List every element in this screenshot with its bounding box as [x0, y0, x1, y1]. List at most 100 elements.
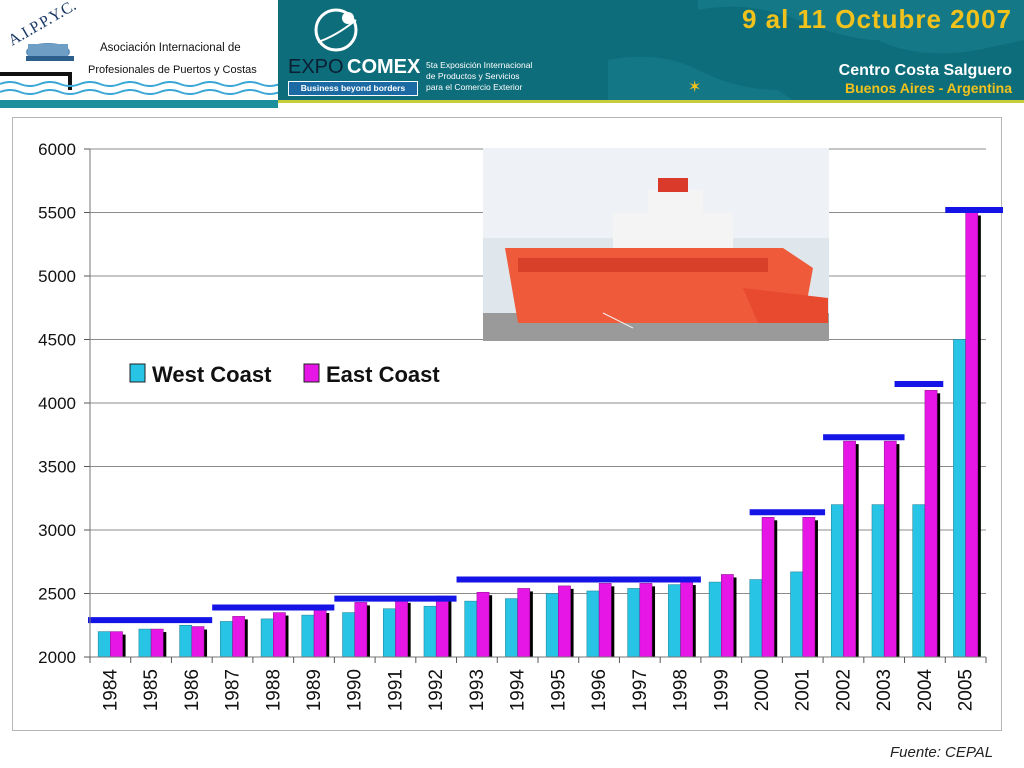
bar-west-coast-2003 [871, 504, 885, 658]
x-tick-label: 2000 [752, 669, 773, 711]
bar-west-coast-1990 [342, 612, 355, 658]
bar-east-coast-1997 [639, 583, 653, 658]
aippyc-logo-icon: A.I.P.P.Y.C. [0, 0, 281, 95]
legend-swatch-east [303, 363, 320, 383]
source-note: Fuente: CEPAL [890, 744, 994, 761]
bar-west-coast-2005 [953, 339, 966, 658]
legend-label-west: West Coast [152, 362, 272, 387]
bar-east-coast-1991 [395, 599, 408, 658]
x-tick-label: 1999 [711, 669, 732, 711]
bar-west-coast-1989 [301, 614, 315, 658]
bar-west-coast-1986 [179, 625, 193, 658]
bar-west-coast-1993 [464, 600, 478, 658]
x-tick-label: 1985 [141, 669, 162, 711]
x-tick-label: 1984 [100, 669, 121, 712]
x-tick-label: 1997 [630, 669, 651, 711]
bar-east-coast-1999 [721, 574, 734, 658]
aippyc-logo-text: A.I.P.P.Y.C. [6, 0, 80, 49]
aippyc-stripe [0, 100, 278, 108]
aippyc-name-line2: Profesionales de Puertos y Costas [88, 64, 257, 76]
header-banner: A.I.P.P.Y.C. Asociación Internacional de… [0, 0, 1024, 108]
bar-west-coast-1994 [505, 598, 518, 658]
ship-photo [483, 148, 829, 341]
y-tick-label: 3000 [38, 521, 76, 540]
bar-west-coast-1996 [586, 590, 600, 658]
bar-east-coast-1985 [150, 628, 164, 658]
bar-east-coast-1996 [598, 583, 612, 658]
aippyc-logo-panel: A.I.P.P.Y.C. Asociación Internacional de… [0, 0, 281, 104]
chart-legend: West Coast East Coast [129, 362, 440, 387]
world-map-icon: ✶ [314, 0, 1024, 104]
bar-east-coast-1995 [558, 585, 571, 658]
bar-east-coast-2004 [924, 390, 938, 658]
bar-east-coast-1992 [435, 595, 449, 658]
svg-text:✶: ✶ [688, 77, 701, 96]
x-tick-label: 1990 [345, 669, 366, 711]
x-tick-label: 2003 [874, 669, 895, 711]
x-tick-label: 2004 [915, 669, 936, 712]
event-dates: 9 al 11 Octubre 2007 [741, 4, 1012, 34]
expocomex-panel: ✶ EXPO COMEX Business beyond borders 5ta… [278, 0, 1024, 104]
x-tick-label: 1998 [671, 669, 692, 711]
expo-bottom-stripe [278, 100, 1024, 108]
bar-chart: 2000 2500 3000 3500 4000 4500 5000 5500 6000 1984… [38, 140, 1003, 712]
y-tick-label: 2000 [38, 648, 76, 667]
event-venue: Centro Costa Salguero [838, 62, 1012, 79]
bar-west-coast-2002 [830, 504, 844, 658]
x-tick-label: 1996 [589, 669, 610, 711]
bar-east-coast-1993 [476, 591, 490, 658]
bar-east-coast-2000 [761, 517, 775, 658]
event-city: Buenos Aires - Argentina [845, 80, 1012, 96]
bar-east-coast-1994 [517, 588, 531, 658]
axis-layer: 2000 2500 3000 3500 4000 4500 5000 5500 6000 1984… [38, 140, 987, 712]
x-tick-label: 1986 [182, 669, 203, 711]
bar-east-coast-1989 [313, 609, 327, 658]
aippyc-name-line1: Asociación Internacional de [100, 42, 241, 54]
legend-label-east: East Coast [326, 362, 440, 387]
bar-west-coast-2000 [749, 579, 763, 658]
bar-west-coast-1997 [627, 588, 641, 658]
y-tick-label: 6000 [38, 140, 76, 159]
bar-west-coast-2001 [790, 571, 803, 658]
bar-west-coast-1991 [382, 608, 396, 658]
bar-east-coast-2003 [883, 440, 897, 658]
x-tick-label: 2005 [956, 669, 977, 711]
bar-east-coast-2001 [802, 517, 816, 658]
x-tick-label: 1993 [467, 669, 488, 711]
y-tick-label: 4000 [38, 394, 76, 413]
bar-east-coast-1988 [273, 612, 286, 658]
bar-west-coast-1988 [260, 618, 274, 658]
bar-east-coast-1990 [354, 602, 368, 658]
bar-east-coast-2002 [843, 440, 856, 658]
x-tick-label: 2001 [793, 669, 814, 711]
bar-west-coast-1987 [220, 621, 233, 658]
y-tick-label: 5500 [38, 204, 76, 223]
chart-frame: 2000 2500 3000 3500 4000 4500 5000 5500 6000 1984… [12, 117, 1003, 731]
y-tick-label: 4500 [38, 331, 76, 350]
comex-word: COMEX [347, 56, 421, 78]
bar-east-coast-1998 [680, 581, 694, 658]
x-tick-label: 1991 [385, 669, 406, 711]
expo-tagline: Business beyond borders [288, 81, 418, 96]
bar-west-coast-1992 [423, 605, 437, 658]
x-tick-label: 1994 [508, 669, 529, 712]
x-tick-label: 1992 [426, 669, 447, 711]
expo-desc-2: de Productos y Servicios [426, 71, 520, 81]
bar-west-coast-1998 [668, 584, 681, 658]
bar-east-coast-2005 [965, 212, 979, 658]
max-lines-layer [88, 206, 1003, 624]
expo-desc-1: 5ta Exposición Internacional [426, 60, 533, 70]
bar-east-coast-1986 [191, 626, 205, 658]
x-tick-label: 1995 [548, 669, 569, 711]
y-tick-label: 5000 [38, 267, 76, 286]
x-tick-label: 1989 [304, 669, 325, 711]
bar-west-coast-2004 [912, 504, 926, 658]
bar-east-coast-1987 [232, 616, 246, 658]
bar-west-coast-1985 [138, 628, 152, 658]
expo-word: EXPO [288, 56, 344, 78]
x-tick-label: 2002 [833, 669, 854, 711]
legend-swatch-west [129, 363, 146, 383]
bar-east-coast-1984 [110, 631, 123, 658]
bars-layer [97, 212, 981, 658]
x-tick-label: 1987 [223, 669, 244, 711]
